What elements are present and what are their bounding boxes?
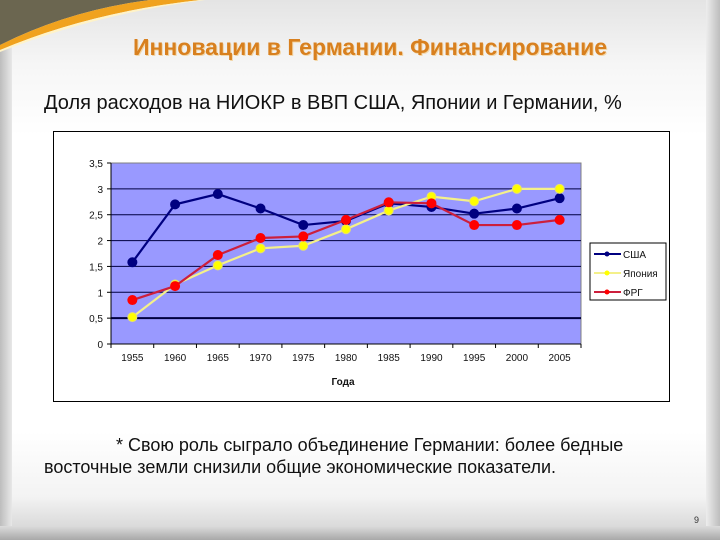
data-point: [341, 224, 351, 235]
y-tick-label: 2,5: [89, 211, 103, 222]
data-point: [255, 232, 266, 243]
x-tick-label: 2000: [506, 353, 529, 364]
x-tick-label: 1995: [463, 353, 486, 364]
line-chart: 0 0,5 1 1,5 2 2,5 3 3,5 1955 1960 1965 1970 1975 1980…: [89, 159, 667, 388]
footnote: * Свою роль сыграло объединение Германии…: [44, 435, 624, 477]
y-tick-label: 1: [97, 288, 103, 299]
data-point: [554, 214, 565, 225]
legend-label: ФРГ: [623, 288, 643, 299]
slide-right-edge: [706, 0, 720, 540]
x-tick-label: 1975: [292, 353, 315, 364]
y-tick-label: 3: [97, 185, 103, 196]
x-tick-label: 1970: [249, 353, 272, 364]
data-point: [383, 197, 394, 208]
data-point: [426, 198, 437, 209]
x-axis-title: Года: [331, 377, 354, 388]
data-point: [127, 295, 138, 306]
data-point: [554, 193, 565, 204]
page-number: 9: [694, 515, 700, 525]
legend-marker: [604, 289, 610, 295]
data-point: [255, 203, 266, 214]
data-point: [469, 196, 480, 207]
data-point: [511, 183, 522, 194]
data-point: [511, 220, 522, 231]
slide-title: Инновации в Германии. Финансирование: [132, 34, 607, 60]
data-point: [170, 199, 181, 210]
data-point: [298, 240, 309, 251]
data-point: [469, 208, 480, 219]
chart-subtitle: Доля расходов на НИОКР в ВВП США, Японии…: [44, 92, 622, 114]
data-point: [298, 220, 309, 231]
slide-left-edge: [0, 0, 12, 540]
data-point: [298, 231, 309, 242]
data-point: [212, 250, 223, 261]
legend: США Япония ФРГ: [589, 242, 667, 301]
legend-label: США: [623, 250, 646, 261]
x-tick-label: 1985: [378, 353, 401, 364]
y-tick-label: 1,5: [89, 262, 103, 273]
legend-marker: [604, 270, 610, 276]
y-tick-label: 0: [97, 340, 103, 351]
x-tick-label: 1990: [420, 353, 443, 364]
data-point: [255, 243, 266, 254]
x-tick-label: 2005: [549, 353, 572, 364]
data-point: [383, 205, 394, 216]
x-tick-label: 1965: [207, 353, 230, 364]
data-point: [127, 312, 138, 323]
series-2: [127, 197, 565, 306]
data-point: [212, 189, 223, 200]
data-point: [469, 220, 480, 231]
legend-marker: [604, 251, 610, 257]
x-tick-label: 1980: [335, 353, 358, 364]
y-tick-label: 0,5: [89, 314, 103, 325]
data-point: [341, 214, 351, 225]
data-point: [170, 281, 181, 292]
data-point: [212, 260, 223, 271]
series-1: [127, 183, 565, 323]
data-point: [511, 203, 522, 214]
y-tick-label: 2: [97, 237, 103, 248]
data-point: [554, 183, 565, 194]
chart-frame: 0 0,5 1 1,5 2 2,5 3 3,5 1955 1960 1965 1970 1975 1980…: [53, 131, 670, 402]
x-tick-label: 1955: [121, 353, 144, 364]
legend-label: Япония: [623, 269, 658, 280]
data-point: [127, 257, 138, 268]
y-tick-label: 3,5: [89, 159, 103, 170]
x-tick-label: 1960: [164, 353, 187, 364]
corner-swoosh-decoration: [0, 0, 205, 52]
slide-bottom-edge: [0, 526, 720, 540]
